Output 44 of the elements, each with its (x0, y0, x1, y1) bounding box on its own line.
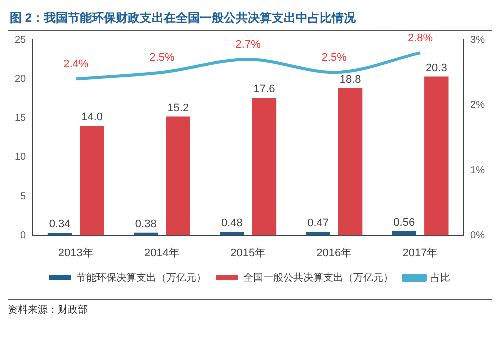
data-label: 2.5% (322, 52, 348, 64)
bar (306, 232, 330, 236)
x-tick-label: 2013年 (58, 247, 94, 260)
data-label: 18.8 (340, 74, 362, 86)
data-label: 0.56 (394, 216, 416, 229)
y-tick-label: 15 (15, 113, 27, 124)
bar (338, 88, 363, 236)
y2-tick-label: 0% (470, 230, 486, 242)
bar (80, 126, 104, 236)
legend-label: 全国一般公共决算支出（万亿元） (244, 272, 394, 284)
bar (166, 116, 190, 236)
bar (252, 98, 277, 236)
bar (220, 232, 244, 236)
y-tick-label: 20 (15, 74, 27, 85)
text: 资料来源：财政部 (8, 304, 89, 317)
y2-tick-label: 1% (470, 165, 486, 176)
data-label: 2.5% (150, 52, 176, 64)
x-tick-label: 2015年 (230, 247, 266, 260)
data-label: 20.3 (426, 62, 448, 74)
y-tick-label: 25 (15, 34, 27, 46)
x-tick-label: 2017年 (402, 247, 438, 260)
data-label: 2.4% (64, 58, 89, 71)
data-label: 14.0 (82, 112, 104, 124)
data-label: 15.2 (168, 102, 190, 114)
data-label: 0.47 (308, 218, 329, 230)
data-label: 0.34 (49, 218, 71, 231)
chart-title: 图 2：我国节能环保财政支出在全国一般公共决算支出中占比情况 (8, 8, 492, 31)
data-label: 17.6 (254, 83, 276, 96)
data-label: 0.38 (135, 218, 157, 230)
bar (48, 233, 72, 236)
bar (392, 231, 416, 236)
data-label: 0.48 (221, 218, 243, 230)
y-tick-label: 0 (20, 230, 27, 242)
y2-tick-label: 3% (470, 34, 486, 46)
data-label: 2.8% (408, 32, 434, 45)
y-tick-label: 10 (15, 152, 27, 164)
bar (424, 76, 449, 236)
legend-label: 节能环保决算支出（万亿元） (76, 272, 206, 284)
y2-tick-label: 2% (470, 100, 486, 112)
y-tick-label: 5 (20, 191, 27, 202)
x-tick-label: 2014年 (144, 247, 180, 260)
x-tick-label: 2016年 (316, 247, 352, 260)
legend-label: 占比 (430, 272, 450, 284)
data-label: 2.7% (236, 39, 262, 52)
